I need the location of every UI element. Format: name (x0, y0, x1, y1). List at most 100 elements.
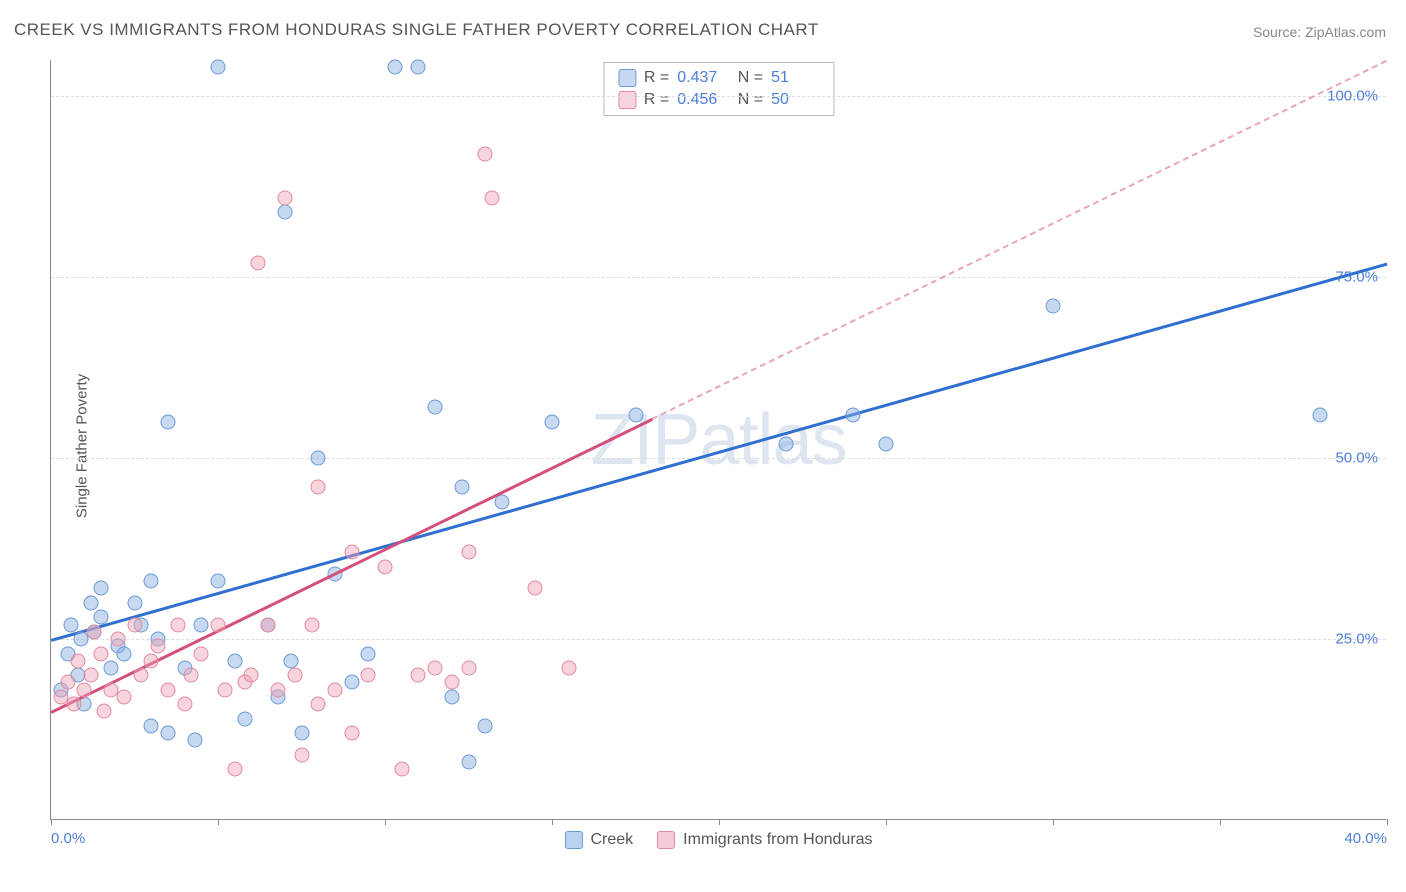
data-point (361, 668, 376, 683)
legend-swatch (564, 831, 582, 849)
data-point (144, 718, 159, 733)
stat-n-label: N = (733, 69, 763, 87)
data-point (211, 574, 226, 589)
data-point (160, 414, 175, 429)
data-point (845, 407, 860, 422)
stat-r-value: 0.456 (677, 91, 725, 109)
x-tick (719, 819, 720, 825)
data-point (484, 190, 499, 205)
data-point (84, 668, 99, 683)
data-point (879, 436, 894, 451)
data-point (428, 400, 443, 415)
data-point (104, 661, 119, 676)
data-point (237, 711, 252, 726)
data-point (110, 632, 125, 647)
stat-n-value: 51 (771, 69, 819, 87)
data-point (177, 697, 192, 712)
gridline (51, 639, 1386, 640)
gridline (51, 458, 1386, 459)
x-tick (1220, 819, 1221, 825)
legend-swatch (657, 831, 675, 849)
data-point (64, 617, 79, 632)
data-point (444, 689, 459, 704)
plot-area: ZIPatlas R = 0.437 N = 51R = 0.456 N = 5… (50, 60, 1386, 820)
data-point (94, 581, 109, 596)
data-point (311, 451, 326, 466)
data-point (478, 147, 493, 162)
data-point (461, 755, 476, 770)
data-point (344, 726, 359, 741)
data-point (311, 480, 326, 495)
legend-stat-row: R = 0.456 N = 50 (618, 89, 819, 111)
data-point (244, 668, 259, 683)
gridline (51, 96, 1386, 97)
data-point (67, 697, 82, 712)
data-point (411, 668, 426, 683)
data-point (70, 653, 85, 668)
data-point (144, 574, 159, 589)
data-point (194, 617, 209, 632)
y-tick-label: 100.0% (1327, 88, 1378, 105)
data-point (378, 559, 393, 574)
legend-stats: R = 0.437 N = 51R = 0.456 N = 50 (603, 62, 834, 116)
data-point (160, 726, 175, 741)
y-tick-label: 25.0% (1335, 631, 1378, 648)
gridline (51, 277, 1386, 278)
data-point (428, 661, 443, 676)
data-point (170, 617, 185, 632)
stat-n-label: N = (733, 91, 763, 109)
data-point (411, 60, 426, 75)
data-point (227, 762, 242, 777)
data-point (127, 595, 142, 610)
legend-label: Creek (590, 831, 633, 849)
data-point (117, 689, 132, 704)
x-tick-label: 0.0% (51, 830, 85, 847)
data-point (87, 624, 102, 639)
legend-stat-row: R = 0.437 N = 51 (618, 67, 819, 89)
data-point (304, 617, 319, 632)
data-point (361, 646, 376, 661)
data-point (60, 675, 75, 690)
data-point (344, 675, 359, 690)
data-point (294, 726, 309, 741)
data-point (628, 407, 643, 422)
data-point (144, 653, 159, 668)
data-point (117, 646, 132, 661)
data-point (528, 581, 543, 596)
stat-r-label: R = (644, 69, 669, 87)
data-point (1313, 407, 1328, 422)
data-point (187, 733, 202, 748)
legend-item: Creek (564, 831, 633, 849)
data-point (160, 682, 175, 697)
data-point (311, 697, 326, 712)
legend-series: Creek Immigrants from Honduras (564, 831, 872, 849)
source-attribution: Source: ZipAtlas.com (1253, 24, 1386, 40)
data-point (184, 668, 199, 683)
data-point (277, 190, 292, 205)
data-point (287, 668, 302, 683)
data-point (261, 617, 276, 632)
data-point (294, 747, 309, 762)
data-point (394, 762, 409, 777)
data-point (444, 675, 459, 690)
legend-swatch (618, 69, 636, 87)
data-point (134, 668, 149, 683)
data-point (94, 610, 109, 625)
data-point (211, 60, 226, 75)
legend-swatch (618, 91, 636, 109)
chart-container: CREEK VS IMMIGRANTS FROM HONDURAS SINGLE… (0, 0, 1406, 892)
data-point (217, 682, 232, 697)
legend-item: Immigrants from Honduras (657, 831, 872, 849)
stat-n-value: 50 (771, 91, 819, 109)
data-point (277, 205, 292, 220)
data-point (388, 60, 403, 75)
x-tick (51, 819, 52, 825)
data-point (561, 661, 576, 676)
stat-r-value: 0.437 (677, 69, 725, 87)
data-point (84, 595, 99, 610)
data-point (545, 414, 560, 429)
data-point (461, 545, 476, 560)
x-tick (886, 819, 887, 825)
data-point (194, 646, 209, 661)
data-point (461, 661, 476, 676)
